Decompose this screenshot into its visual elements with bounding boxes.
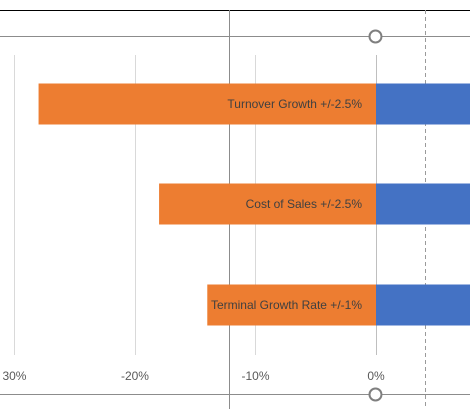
bar-series1-1: [376, 183, 470, 225]
bar-series0-0: [38, 83, 377, 125]
x-tick-label-1: -20%: [121, 369, 149, 383]
bars: [38, 83, 470, 326]
x-axis-tick-labels: 30% -20% -10% 0%: [2, 369, 385, 383]
bar-series0-2: [207, 284, 376, 326]
bar-series1-0: [376, 83, 470, 125]
x-tick-label-2: -10%: [241, 369, 269, 383]
category-label-0: Turnover Growth +/-2.5%: [227, 97, 362, 111]
category-labels: Turnover Growth +/-2.5% Cost of Sales +/-…: [211, 97, 362, 312]
bottom-resize-handle[interactable]: [368, 387, 383, 402]
x-tick-label-0: 30%: [2, 369, 26, 383]
category-label-2: Terminal Growth Rate +/-1%: [211, 298, 362, 312]
x-tick-label-3: 0%: [367, 369, 385, 383]
top-resize-handle[interactable]: [368, 29, 383, 44]
category-label-1: Cost of Sales +/-2.5%: [246, 197, 363, 211]
bar-series0-1: [159, 183, 376, 225]
bar-series1-2: [376, 284, 470, 326]
